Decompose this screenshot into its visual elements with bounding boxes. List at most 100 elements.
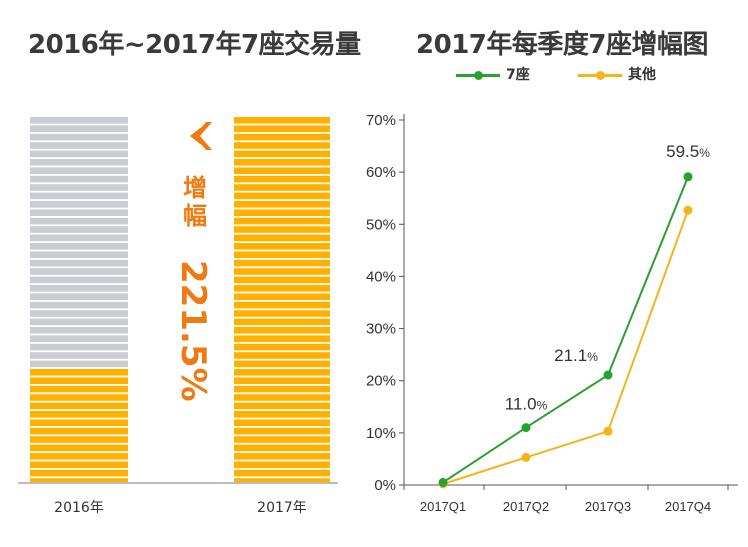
bar-segment-empty	[30, 318, 128, 326]
bar-segment-filled	[234, 184, 330, 191]
data-label: 59.5%	[666, 142, 710, 161]
bar-segment-empty	[30, 234, 128, 242]
bar-segment-empty	[30, 175, 128, 183]
data-label: 21.1%	[554, 346, 598, 365]
legend-item-other: 其他	[578, 64, 656, 84]
bar-segment-empty	[30, 276, 128, 284]
bar-segment-filled	[234, 444, 330, 452]
left-chart-title: 2016年~2017年7座交易量	[28, 30, 361, 60]
bar-segment-empty	[30, 159, 128, 166]
bar-segment-empty	[30, 133, 128, 141]
series-line-7seat	[442, 176, 689, 484]
bar-segment-filled	[234, 201, 330, 208]
growth-label: 增 幅	[176, 174, 214, 230]
bar-segment-filled	[234, 411, 330, 418]
bar-segment-empty	[30, 327, 128, 334]
bar-segment-filled	[234, 234, 330, 242]
bar-segment-filled	[30, 444, 128, 452]
growth-word-2: 幅	[183, 202, 207, 230]
bar-segment-empty	[30, 335, 128, 342]
bar-segment-empty	[30, 226, 128, 233]
bar-segment-empty	[30, 150, 128, 158]
legend-label-other: 其他	[628, 67, 656, 83]
data-point-other	[603, 426, 613, 436]
growth-value: 221.5%	[173, 260, 213, 402]
bar-segment-filled	[234, 293, 330, 300]
bar-segment-filled	[30, 411, 128, 418]
bar-segment-filled	[234, 469, 330, 477]
x-tick-label: 2017Q3	[585, 499, 631, 514]
legend-swatch-7seat	[456, 70, 500, 80]
bar-segment-filled	[30, 436, 128, 443]
bar-segment-empty	[30, 184, 128, 191]
legend-item-7seat: 7座	[456, 64, 530, 84]
chevron-up-icon-2	[190, 128, 204, 144]
bar-segment-filled	[234, 385, 330, 393]
data-point-other	[683, 205, 693, 215]
bar-segment-filled	[234, 142, 330, 149]
bar-segment-filled	[234, 167, 330, 174]
x-tick-label: 2017Q2	[503, 499, 549, 514]
data-point-7seat	[438, 477, 448, 487]
bar-segment-filled	[234, 285, 330, 292]
bar-segment-filled	[234, 276, 330, 284]
bar-segment-filled	[234, 125, 330, 132]
bar-segment-filled	[30, 369, 128, 376]
bar-segment-empty	[30, 360, 128, 368]
data-point-7seat	[603, 370, 613, 380]
bar-segment-filled	[234, 243, 330, 250]
bar-segment-empty	[30, 167, 128, 174]
bar-segment-filled	[234, 150, 330, 158]
bar-segment-filled	[234, 327, 330, 334]
bar-segment-filled	[30, 469, 128, 477]
data-point-other	[521, 452, 531, 462]
bar-segment-filled	[234, 352, 330, 359]
bar-segment-empty	[30, 343, 128, 351]
right-chart-title: 2017年每季度7座增幅图	[416, 30, 708, 60]
bar-segment-filled	[30, 453, 128, 460]
bar-segment-filled	[234, 461, 330, 468]
bar-category-label-2017: 2017年	[257, 500, 307, 516]
growth-word-1: 增	[183, 174, 207, 202]
bar-segment-empty	[30, 259, 128, 267]
bar-segment-filled	[234, 251, 330, 258]
bar-segment-filled	[30, 377, 128, 384]
bar-segment-filled	[234, 478, 330, 482]
y-tick-label: 20%	[366, 373, 396, 390]
y-tick-label: 10%	[366, 425, 396, 442]
bar-segment-filled	[30, 427, 128, 435]
bar-segment-filled	[234, 318, 330, 326]
data-point-7seat	[683, 172, 693, 182]
bar-segment-filled	[30, 394, 128, 401]
bar-segment-filled	[234, 159, 330, 166]
bar-segment-filled	[234, 369, 330, 376]
bar-segment-filled	[234, 427, 330, 435]
bar-segment-filled	[234, 377, 330, 384]
bar-segment-filled	[30, 385, 128, 393]
bar-segment-empty	[30, 285, 128, 292]
bar-segment-filled	[234, 226, 330, 233]
bar-segment-empty	[30, 192, 128, 200]
bar-segment-empty	[30, 251, 128, 258]
data-point-7seat	[521, 423, 531, 433]
bar-segment-empty	[30, 201, 128, 208]
bar-segment-filled	[234, 419, 330, 426]
bar-segment-filled	[234, 436, 330, 443]
bar-segment-filled	[234, 360, 330, 368]
bar-category-label-2016: 2016年	[54, 500, 104, 516]
data-label: 11.0%	[505, 395, 548, 414]
series-line-other	[442, 209, 689, 485]
bar-segment-filled	[234, 310, 330, 317]
x-tick-label: 2017Q1	[420, 499, 466, 514]
bar-segment-empty	[30, 142, 128, 149]
bar-segment-empty	[30, 243, 128, 250]
bar-segment-empty	[30, 125, 128, 132]
bar-segment-filled	[234, 209, 330, 216]
bar-segment-filled	[234, 301, 330, 309]
bar-segment-filled	[234, 453, 330, 460]
legend-label-7seat: 7座	[506, 67, 530, 83]
bar-segment-filled	[30, 478, 128, 482]
y-tick-label: 70%	[366, 112, 396, 129]
bar-segment-empty	[30, 209, 128, 216]
bar-segment-filled	[30, 402, 128, 410]
